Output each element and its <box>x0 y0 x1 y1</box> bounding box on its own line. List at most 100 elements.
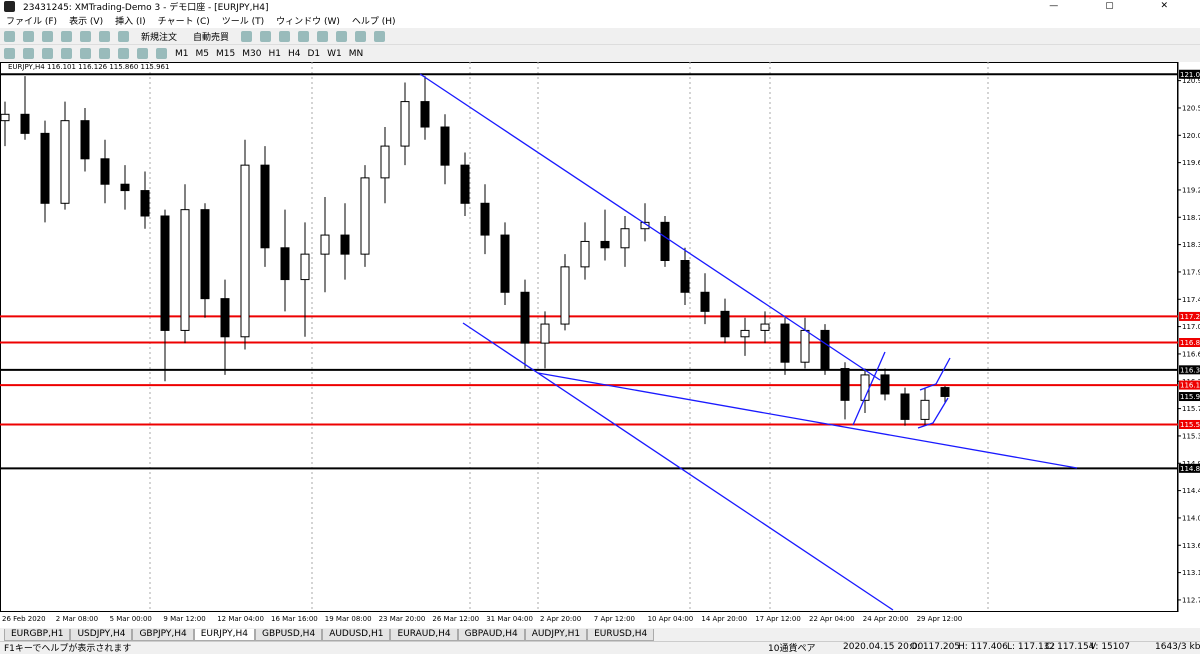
tool-icon[interactable] <box>279 30 291 42</box>
x-tick-label: 26 Feb 2020 <box>2 615 46 623</box>
tool-icon[interactable] <box>61 30 72 42</box>
candle-body <box>40 132 50 204</box>
trend-line <box>537 372 1078 469</box>
menu-item[interactable]: ウィンドウ (W) <box>276 16 340 27</box>
trend-line <box>919 357 951 391</box>
candle-body <box>760 323 770 331</box>
timeframe-button[interactable]: D1 <box>307 48 321 59</box>
candle-body <box>320 234 330 255</box>
chart-tab[interactable]: EURJPY,H4 <box>193 628 256 641</box>
candle-body <box>540 323 550 344</box>
candle-body <box>440 126 450 166</box>
y-tick-label: 114.91 <box>1182 460 1200 468</box>
resistance-level-tag <box>1179 419 1200 429</box>
candle-body <box>240 164 250 338</box>
x-tick-label: 9 Mar 12:00 <box>163 615 205 623</box>
tool-icon[interactable] <box>355 30 367 42</box>
tool-icon[interactable] <box>137 48 148 59</box>
timeframe-button[interactable]: W1 <box>327 48 342 59</box>
app-icon <box>4 0 15 12</box>
tool-icon[interactable] <box>99 48 110 59</box>
menu-item[interactable]: 表示 (V) <box>69 16 104 27</box>
timeframe-button[interactable]: H1 <box>268 48 281 59</box>
tool-icon[interactable] <box>80 48 91 59</box>
timeframe-button[interactable]: MN <box>348 48 364 59</box>
x-tick-label: 12 Mar 04:00 <box>217 615 264 623</box>
chart-tab[interactable]: AUDJPY,H1 <box>524 628 588 641</box>
tool-icon[interactable] <box>374 30 386 42</box>
chart-tab[interactable]: GBPUSD,H4 <box>255 628 323 641</box>
chart-tab[interactable]: USDJPY,H4 <box>70 628 133 641</box>
tool-icon[interactable] <box>23 48 34 59</box>
x-tick-label: 16 Mar 16:00 <box>271 615 318 623</box>
status-time: 2020.04.15 20:00 <box>843 642 924 652</box>
chart-tab[interactable]: EURGBP,H1 <box>4 628 71 641</box>
support-level-tag <box>1179 69 1200 79</box>
tool-icon[interactable] <box>4 30 15 42</box>
timeframe-button[interactable]: M5 <box>195 48 210 59</box>
tool-icon[interactable] <box>156 48 167 59</box>
current-price-tag <box>1179 392 1200 402</box>
window-controls[interactable]: — ▢ ✕ <box>1049 1 1190 11</box>
tool-icon[interactable] <box>118 48 129 59</box>
status-high: H: 117.406 <box>958 642 1008 652</box>
chart-tab[interactable]: EURAUD,H4 <box>390 628 458 641</box>
toolbar-button[interactable]: 新規注文 <box>141 32 178 43</box>
x-tick-label: 14 Apr 20:00 <box>701 615 747 623</box>
y-tick-label: 120.93 <box>1182 77 1200 85</box>
candle-body <box>640 221 650 230</box>
tool-icon[interactable] <box>80 30 91 42</box>
chart-tab[interactable]: GBPAUD,H4 <box>457 628 525 641</box>
menu-item[interactable]: チャート (C) <box>157 16 210 27</box>
resistance-level-tag <box>1179 380 1200 390</box>
y-tick-label: 119.21 <box>1182 186 1200 194</box>
trend-lines <box>419 73 1078 611</box>
status-profile: 10通貨ペア <box>768 643 816 654</box>
candle-body <box>500 234 510 293</box>
timeframe-button[interactable]: M30 <box>242 48 262 59</box>
tool-icon[interactable] <box>336 30 348 42</box>
tool-icon[interactable] <box>61 48 72 59</box>
tool-icon[interactable] <box>42 48 53 59</box>
chart-tab[interactable]: EURUSD,H4 <box>587 628 655 641</box>
menu-item[interactable]: ツール (T) <box>221 16 265 27</box>
tool-icon[interactable] <box>317 30 329 42</box>
timeframe-button[interactable]: M15 <box>216 48 236 59</box>
trend-line <box>419 73 881 381</box>
y-tick-label: 118.78 <box>1182 214 1200 222</box>
chart-tab[interactable]: AUDUSD,H1 <box>322 628 391 641</box>
support-level-tag <box>1179 365 1200 375</box>
tool-icon[interactable] <box>298 30 310 42</box>
tool-icon[interactable] <box>99 30 110 42</box>
timeframe-button[interactable]: M1 <box>175 48 189 59</box>
x-tick-label: 23 Mar 20:00 <box>379 615 426 623</box>
menu-item[interactable]: 挿入 (I) <box>115 16 146 27</box>
candle-body <box>560 266 570 325</box>
y-tick-label: 117.49 <box>1182 296 1200 304</box>
x-tick-label: 22 Apr 04:00 <box>809 615 855 623</box>
timeframe-button[interactable]: H4 <box>287 48 301 59</box>
status-volume: V: 15107 <box>1090 642 1130 652</box>
tool-icon[interactable] <box>118 30 129 42</box>
x-tick-label: 17 Apr 12:00 <box>755 615 801 623</box>
support-level-label: 121.03 <box>1180 71 1200 79</box>
tool-icon[interactable] <box>42 30 53 42</box>
status-help: F1キーでヘルプが表示されます <box>4 643 132 654</box>
toolbar-button[interactable]: 自動売買 <box>193 32 230 43</box>
candle-body <box>180 209 190 331</box>
chart-tab[interactable]: GBPJPY,H4 <box>132 628 194 641</box>
y-tick-label: 119.64 <box>1182 159 1200 167</box>
tool-icon[interactable] <box>4 48 15 59</box>
resistance-level-tag <box>1179 337 1200 347</box>
candle-body <box>60 120 70 204</box>
tool-icon[interactable] <box>260 30 272 42</box>
tool-icon[interactable] <box>23 30 34 42</box>
price-chart: EURJPY,H4 116.101 116.126 115.860 115.96… <box>0 62 1200 628</box>
menu-item[interactable]: ヘルプ (H) <box>351 16 396 27</box>
candle-body <box>800 329 810 363</box>
candle-body <box>820 329 830 370</box>
x-tick-label: 24 Apr 20:00 <box>863 615 909 623</box>
menu-item[interactable]: ファイル (F) <box>6 16 58 27</box>
tool-icon[interactable] <box>241 30 253 42</box>
candle-body <box>480 202 490 236</box>
